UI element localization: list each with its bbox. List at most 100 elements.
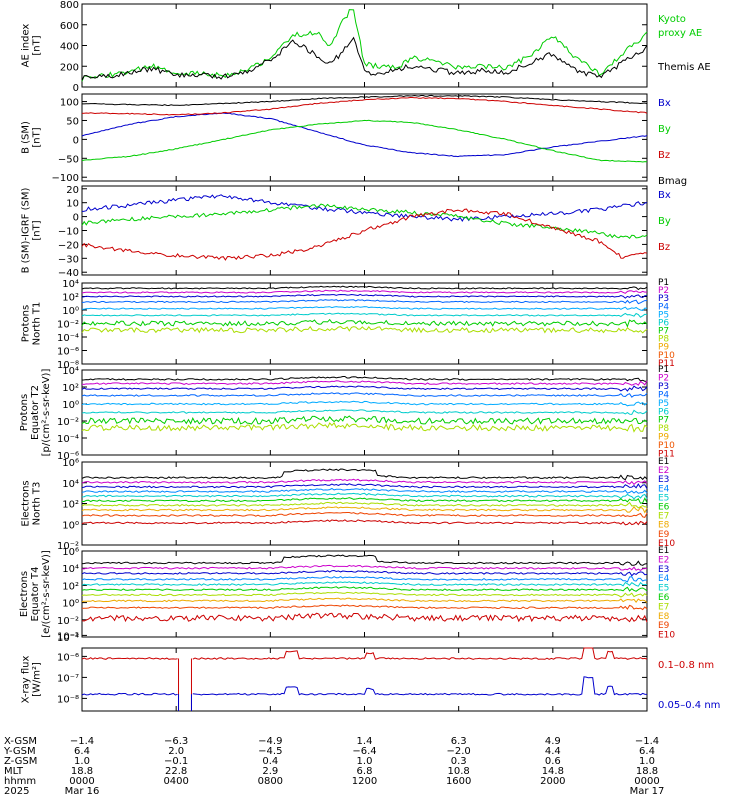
coord-value: 1600	[446, 776, 471, 787]
y-tick-label: 600	[60, 21, 79, 32]
y-tick-label: 10⁻²	[57, 541, 79, 552]
y-tick-label: 10⁻⁷	[57, 673, 79, 684]
series-line	[81, 380, 648, 386]
legend-entry: P11	[658, 359, 675, 369]
series-line	[81, 468, 648, 481]
y-tick-label: 10⁻²	[57, 417, 79, 428]
coord-row-label: 2025	[4, 786, 29, 797]
y-axis-label: Electrons	[19, 571, 30, 617]
legend-entry: E4	[658, 574, 670, 584]
y-tick-label: 0	[73, 213, 79, 224]
y-tick-label: 10⁴	[62, 279, 79, 290]
legend-entry: E2	[658, 466, 669, 476]
coord-value: 1.0	[639, 756, 655, 767]
legend-entry: E2	[658, 555, 669, 565]
coord-value: 0.6	[545, 756, 561, 767]
y-axis-label: [nT]	[32, 35, 43, 55]
legend-entry: P3	[658, 294, 669, 304]
y-tick-label: 10	[66, 199, 79, 210]
legend-entry: E6	[658, 503, 670, 513]
series-line	[81, 400, 648, 407]
series-line	[81, 293, 648, 299]
series-line	[81, 112, 648, 158]
legend-entry: 0.1–0.8 nm	[658, 660, 714, 671]
y-tick-label: 0	[73, 135, 79, 146]
legend-entry: 0.05–0.4 nm	[658, 700, 720, 711]
legend-entry: E6	[658, 593, 670, 603]
y-tick-label: 10²	[62, 293, 79, 304]
series-line	[81, 318, 648, 328]
legend-entry: P3	[658, 382, 669, 392]
y-axis-label: AE index	[21, 24, 32, 68]
coord-value: 2.9	[262, 766, 278, 777]
y-tick-label: 10⁶	[62, 547, 79, 558]
coord-value: 0.4	[262, 756, 278, 767]
coord-value: −0.1	[164, 756, 188, 767]
series-line	[81, 478, 648, 486]
legend-entry: P6	[658, 407, 669, 417]
coord-value: 10.8	[448, 766, 470, 777]
series-line	[192, 676, 648, 696]
series-line	[81, 597, 648, 604]
coord-value: Mar 16	[65, 786, 100, 797]
legend-entry: E8	[658, 521, 670, 531]
y-tick-label: −30	[58, 254, 79, 265]
y-tick-label: −40	[58, 268, 79, 279]
series-line	[81, 312, 648, 318]
series-line	[81, 483, 648, 490]
legend-entry: P4	[658, 302, 669, 312]
coord-row-label: Z-GSM	[4, 756, 37, 767]
legend-entry: E1	[658, 546, 669, 556]
y-tick-label: 10⁴	[62, 479, 79, 490]
series-line	[81, 97, 648, 116]
series-line	[192, 647, 648, 660]
series-line	[81, 409, 648, 415]
coord-value: 0400	[163, 776, 188, 787]
y-tick-label: 10⁻⁶	[57, 652, 79, 663]
legend-entry: E3	[658, 475, 669, 485]
y-tick-label: 10⁻⁶	[57, 451, 79, 462]
y-tick-label: 10⁻⁵	[57, 631, 79, 642]
legend-entry: By	[658, 216, 671, 227]
y-tick-label: 10⁰	[62, 306, 79, 317]
legend-entry: E3	[658, 565, 669, 575]
y-tick-label: 10⁰	[62, 400, 79, 411]
coord-value: −6.3	[164, 736, 188, 747]
y-tick-label: 10⁶	[62, 458, 79, 469]
legend-entry: E10	[658, 539, 675, 549]
y-tick-label: 10⁻⁶	[57, 347, 79, 358]
y-axis-label: Equator T4	[30, 567, 41, 622]
y-tick-label: 10⁰	[62, 520, 79, 531]
y-tick-label: −10	[58, 227, 79, 238]
legend-entry: E5	[658, 493, 669, 503]
series-line	[81, 422, 648, 433]
panel-frame	[81, 93, 648, 182]
legend-entry: P10	[658, 441, 675, 451]
y-tick-label: 10²	[62, 383, 79, 394]
coord-value: 6.8	[357, 766, 373, 777]
y-tick-label: 10⁻²	[57, 616, 79, 627]
series-line	[81, 9, 648, 82]
y-tick-label: −20	[58, 240, 79, 251]
y-axis-label: [W/m²]	[32, 662, 43, 697]
series-line	[81, 325, 648, 334]
y-tick-label: 10⁰	[62, 599, 79, 610]
legend-entry: P8	[658, 335, 669, 345]
y-axis-label: [nT]	[32, 220, 43, 240]
y-tick-label: 10²	[62, 581, 79, 592]
legend-entry: E7	[658, 602, 669, 612]
series-line	[82, 497, 648, 504]
coord-value: 6.4	[74, 746, 90, 757]
coord-row-label: MLT	[4, 766, 24, 777]
series-line	[81, 554, 648, 566]
y-tick-label: 10⁴	[62, 366, 79, 377]
series-line	[81, 604, 648, 611]
series-line	[81, 289, 648, 294]
y-tick-label: 400	[60, 42, 79, 53]
series-line	[81, 299, 647, 305]
coord-value: 6.3	[451, 736, 467, 747]
series-line	[81, 208, 648, 261]
legend-entry: By	[658, 124, 671, 135]
coord-value: 6.4	[639, 746, 655, 757]
